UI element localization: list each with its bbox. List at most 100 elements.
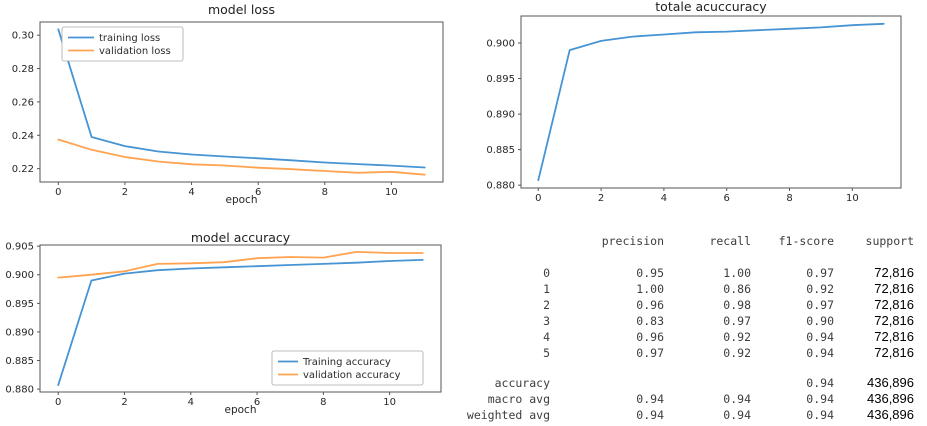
report-row-label: 0	[543, 266, 550, 280]
report-cell: 0.94	[636, 408, 664, 422]
report-cell: 0.94	[636, 392, 664, 406]
series-line-training-loss	[57, 28, 426, 169]
x-tick-label: 2	[598, 193, 604, 204]
report-cell: 0.97	[806, 298, 834, 312]
report-cell: 0.96	[636, 298, 664, 312]
model-loss-plot: 0.22 0.24 0.26 0.28 0.30 0 2 4 6 8 10 model loss epo…	[12, 2, 444, 206]
series-line-total-accuracy	[537, 22, 885, 182]
legend-label: Training accuracy	[302, 357, 391, 368]
report-header-row: precision recall f1-score support	[464, 233, 927, 249]
report-cell: 0.92	[806, 282, 834, 296]
report-row: 2 0.96 0.98 0.97 72,816	[464, 297, 927, 313]
report-cell: 0.95	[636, 266, 664, 280]
report-row-label: accuracy	[494, 376, 550, 390]
x-tick-label: 0	[55, 187, 61, 198]
report-cell: 0.97	[806, 266, 834, 280]
y-tick-label: 0.890	[5, 327, 34, 338]
report-cell: 0.98	[723, 298, 751, 312]
y-tick-label: 0.880	[5, 385, 34, 396]
report-row-label: weighted avg	[466, 408, 550, 422]
report-cell: 72,816	[874, 281, 914, 296]
report-cell: 0.94	[723, 392, 751, 406]
report-cell	[664, 375, 751, 391]
y-tick-label: 0.905	[5, 242, 34, 253]
report-cell: 72,816	[874, 329, 914, 344]
report-row-label: 4	[543, 330, 550, 344]
legend-label: validation loss	[99, 46, 171, 57]
y-tick-label: 0.24	[12, 131, 34, 142]
report-header-cell: f1-score	[778, 234, 834, 248]
legend-box	[61, 26, 184, 62]
report-spacer	[464, 249, 927, 265]
x-axis-label: epoch	[225, 404, 257, 416]
y-tick-label: 0.895	[5, 299, 34, 310]
report-cell: 0.92	[723, 330, 751, 344]
report-cell: 0.83	[636, 314, 664, 328]
report-cell: 0.86	[723, 282, 751, 296]
report-cell: 436,896	[867, 375, 914, 390]
x-tick-label: 2	[122, 187, 128, 198]
report-cell: 0.94	[806, 330, 834, 344]
chart-title: model accuracy	[191, 230, 291, 245]
x-tick-label: 10	[383, 397, 396, 408]
report-cell: 436,896	[867, 407, 914, 422]
report-cell: 72,816	[874, 297, 914, 312]
legend: training loss validation loss	[61, 26, 184, 62]
report-header-cell: recall	[709, 234, 751, 248]
report-cell: 0.94	[723, 408, 751, 422]
model-loss-chart: 0.22 0.24 0.26 0.28 0.30 0 2 4 6 8 10 model loss epo…	[0, 0, 463, 213]
x-tick-label: 6	[724, 193, 730, 204]
report-cell: 0.90	[806, 314, 834, 328]
report-cell: 0.97	[723, 314, 751, 328]
report-cell: 0.94	[806, 408, 834, 422]
report-row-label: 5	[543, 346, 550, 360]
y-tick-label: 0.885	[486, 145, 515, 156]
report-row: accuracy 0.94 436,896	[464, 375, 927, 391]
report-row-label: 2	[543, 298, 550, 312]
axes-frame	[520, 15, 902, 189]
y-tick-label: 0.890	[486, 110, 515, 121]
total-accuracy-chart: 0.880 0.885 0.890 0.895 0.900 0 2 4 6 8 10 totale a…	[464, 0, 927, 213]
y-tick-label: 0.885	[5, 356, 34, 367]
report-row: weighted avg 0.94 0.94 0.94 436,896	[464, 407, 927, 423]
y-tick-label: 0.28	[12, 64, 34, 75]
legend-label: training loss	[99, 33, 160, 44]
report-cell: 0.94	[806, 392, 834, 406]
total-accuracy-plot: 0.880 0.885 0.890 0.895 0.900 0 2 4 6 8 10 totale a…	[486, 0, 902, 204]
report-cell: 0.97	[636, 346, 664, 360]
x-tick-label: 6	[255, 187, 261, 198]
x-axis-label: epoch	[226, 194, 258, 206]
report-row-label: 1	[543, 282, 550, 296]
x-tick-label: 4	[661, 193, 667, 204]
report-cell: 1.00	[723, 266, 751, 280]
report-spacer	[464, 361, 927, 375]
classification-report: precision recall f1-score support 0 0.95 1.00 0…	[464, 213, 927, 426]
report-header-cell: support	[865, 234, 914, 248]
chart-title: totale acuccuracy	[655, 0, 767, 14]
report-row: 4 0.96 0.92 0.94 72,816	[464, 329, 927, 345]
x-tick-label: 2	[121, 397, 127, 408]
report-header-cell: precision	[601, 234, 664, 248]
legend-box	[271, 350, 424, 386]
x-tick-label: 8	[320, 397, 326, 408]
series-line-training-accuracy	[57, 259, 424, 387]
x-tick-label: 10	[846, 193, 859, 204]
report-cell: 0.94	[806, 376, 834, 390]
report-row: macro avg 0.94 0.94 0.94 436,896	[464, 391, 927, 407]
report-row-label: 3	[543, 314, 550, 328]
report-cell: 72,816	[874, 345, 914, 360]
y-tick-label: 0.22	[12, 164, 34, 175]
x-tick-label: 4	[188, 397, 194, 408]
report-cell: 0.96	[636, 330, 664, 344]
report-cell: 436,896	[867, 391, 914, 406]
report-row: 3 0.83 0.97 0.90 72,816	[464, 313, 927, 329]
chart-title: model loss	[208, 2, 275, 17]
y-tick-label: 0.900	[486, 39, 515, 50]
classification-report-table: precision recall f1-score support 0 0.95 1.00 0…	[464, 213, 927, 423]
report-cell: 0.94	[806, 346, 834, 360]
series-line-validation-accuracy	[57, 251, 424, 279]
report-row: 5 0.97 0.92 0.94 72,816	[464, 345, 927, 361]
x-tick-label: 4	[188, 187, 194, 198]
legend: Training accuracy validation accuracy	[271, 350, 424, 386]
